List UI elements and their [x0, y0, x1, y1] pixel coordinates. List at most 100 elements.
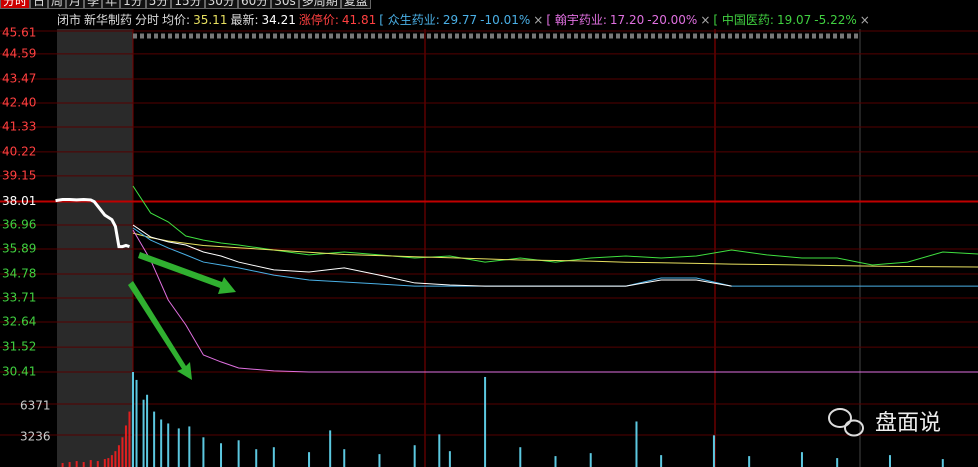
volume-bar — [177, 428, 180, 467]
volume-bar — [220, 443, 223, 467]
close[interactable]: × — [859, 13, 870, 27]
volume-bar — [107, 458, 110, 467]
volume-bar — [142, 399, 145, 467]
volume-bar — [82, 462, 85, 467]
tab[interactable]: 30分 — [204, 0, 238, 9]
y-tick-label: 33.71 — [2, 290, 36, 304]
tab[interactable]: 复盘 — [340, 0, 371, 9]
volume-bar — [329, 430, 332, 467]
text: -10.01% — [480, 13, 531, 27]
arrow — [138, 252, 236, 294]
tab[interactable]: 日 — [30, 0, 49, 9]
price-line — [132, 185, 978, 266]
volume-bar — [378, 454, 381, 467]
volume-bar — [160, 419, 163, 467]
text: 涨停价: — [298, 13, 339, 27]
y-tick-label: 6371 — [20, 398, 51, 412]
tab[interactable]: 30s — [271, 0, 299, 9]
text: 分时 — [135, 13, 160, 27]
tab[interactable]: 60分 — [237, 0, 272, 9]
volume-bar — [308, 452, 311, 467]
y-tick-label: 42.40 — [2, 96, 36, 110]
volume-bar — [438, 434, 441, 467]
tab[interactable]: 季 — [84, 0, 103, 9]
volume-bar — [188, 426, 191, 467]
text: 35.11 — [193, 13, 228, 27]
text: [ 中国医药: — [713, 13, 774, 27]
wechat-icon — [828, 408, 864, 437]
volume-bar — [272, 447, 275, 467]
price-line — [132, 227, 978, 287]
y-tick-label: 40.22 — [2, 144, 36, 158]
text: 新华制药 — [84, 13, 133, 27]
watermark: 盘面说 — [875, 411, 941, 436]
y-tick-label: 30.41 — [2, 365, 36, 379]
volume-bar — [132, 372, 134, 467]
close[interactable]: × — [533, 13, 544, 27]
volume-bar — [589, 453, 592, 467]
tab[interactable]: 月 — [66, 0, 85, 9]
volume-bar — [202, 437, 205, 467]
info-bar: 闭市 新华制药 分时 均价: 35.11 最新: 34.21 涨停价: 41.81[ 众生药业:… — [57, 12, 873, 29]
toolbar: 分时日周月季年 1分 5分 15分 30分 60分 30s 多周期 复盘 — [0, 0, 371, 9]
volume-bar — [255, 449, 258, 467]
volume-bar — [519, 447, 522, 467]
pre-market-line — [55, 197, 130, 249]
volume-bar — [836, 458, 839, 467]
volume-bar — [448, 451, 451, 467]
volume-bar — [117, 445, 120, 467]
volume-bar — [121, 437, 124, 467]
volume-bar — [153, 411, 156, 467]
tab[interactable]: 分时 — [0, 0, 31, 9]
tab[interactable]: 1分 — [120, 0, 146, 9]
y-tick-label: 32.64 — [2, 314, 36, 328]
tab[interactable]: 多周期 — [298, 0, 341, 9]
tab[interactable]: 周 — [48, 0, 67, 9]
y-tick-label: 41.33 — [2, 120, 36, 134]
y-tick-label: 43.47 — [2, 72, 36, 86]
tab[interactable]: 5分 — [145, 0, 172, 9]
y-tick-label: 38.01 — [2, 194, 36, 208]
text: -5.22% — [814, 13, 857, 27]
volume-bar — [68, 462, 71, 467]
arrows — [128, 252, 236, 380]
text: [ 众生药业: — [379, 13, 440, 27]
volume-bar — [96, 461, 99, 467]
y-tick-label: 35.89 — [2, 242, 36, 256]
volume-bar — [89, 460, 92, 467]
volume-bar — [124, 425, 127, 467]
y-tick-label: 44.59 — [2, 46, 36, 60]
volume-bar — [413, 445, 416, 467]
volume-bar — [167, 423, 170, 467]
y-tick-label: 3236 — [20, 429, 51, 443]
volume-bar — [237, 440, 240, 467]
y-tick-label: 39.15 — [2, 168, 36, 182]
text: 最新: — [230, 13, 259, 27]
volume-bar — [110, 455, 113, 467]
volume-bar — [748, 456, 751, 467]
volume-bar — [800, 452, 803, 467]
tab[interactable]: 15分 — [171, 0, 205, 9]
y-tick-label: 36.96 — [2, 218, 36, 232]
volume-bar — [635, 421, 638, 467]
volume-bar — [484, 376, 487, 467]
text: 均价: — [162, 13, 191, 27]
tab[interactable]: 年 — [102, 0, 121, 9]
close[interactable]: × — [700, 13, 711, 27]
text: [ 翰宇药业: — [546, 13, 607, 27]
volume-bar — [343, 449, 346, 467]
volume-bar — [146, 394, 149, 467]
y-tick-label: 31.52 — [2, 340, 36, 354]
price-line — [132, 224, 732, 287]
text: 17.20 — [609, 13, 645, 27]
volume-bar — [128, 411, 131, 467]
text: 41.81 — [341, 13, 377, 27]
text: 闭市 — [57, 13, 82, 27]
volume-bar — [712, 435, 715, 467]
text: -20.00% — [647, 13, 698, 27]
volume-bar — [103, 459, 106, 467]
text: 29.77 — [442, 13, 478, 27]
text: 19.07 — [776, 13, 812, 27]
